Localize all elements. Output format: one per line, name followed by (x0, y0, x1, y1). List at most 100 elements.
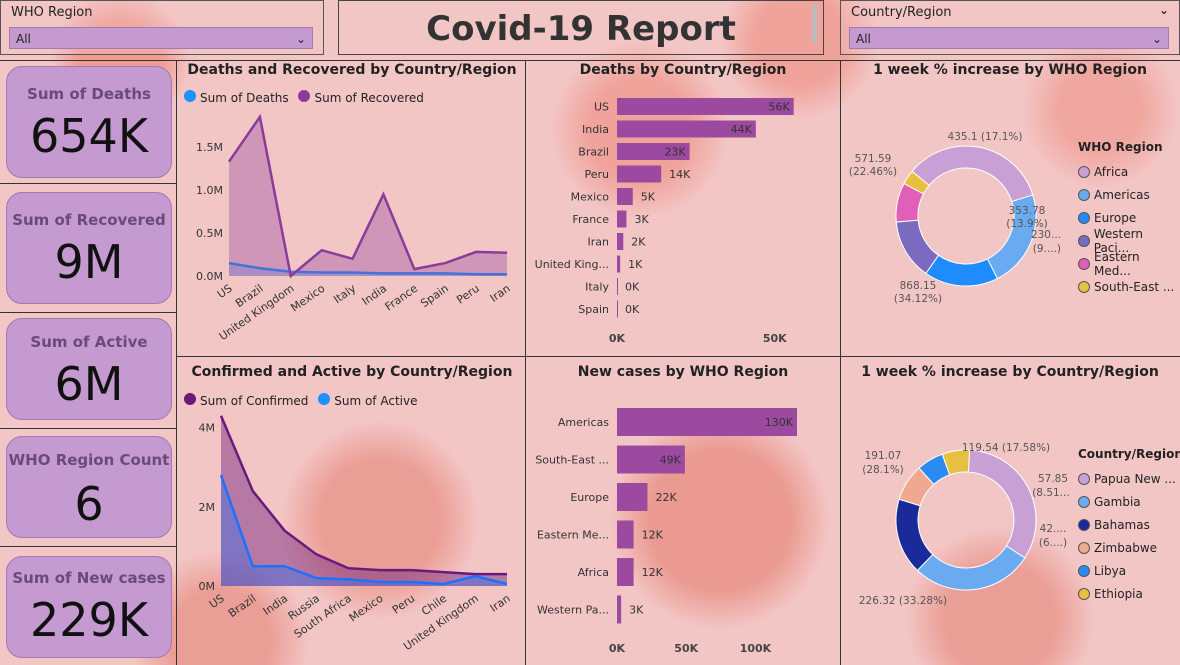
y-tick-label: 0M (199, 580, 216, 593)
data-label: 0K (625, 281, 640, 294)
y-tick-label: 0.0M (196, 270, 223, 283)
bar (617, 143, 690, 160)
bar (617, 595, 622, 624)
week-country-donut: 119.54 (17.58%) 57.85 (8.51...) 42.... (6...… (859, 442, 1071, 607)
legend-label: Papua New ... (1094, 471, 1176, 486)
x-tick-label: 50K (763, 332, 787, 345)
kpi-card-region-count: WHO Region Count 6 (6, 436, 172, 538)
data-label: 3K (629, 604, 644, 617)
y-category-label: India (582, 123, 609, 136)
x-tick-label: Peru (390, 592, 418, 617)
y-category-label: United King... (535, 258, 609, 271)
divider (0, 428, 176, 429)
who-region-slicer-label: WHO Region (11, 5, 93, 20)
week-region-donut: 435.1 (17.1%) 353.78(13.9%)230... (9....) 8… (849, 131, 1061, 305)
title-panel: Covid-19 Report (338, 0, 824, 55)
legend-label: Libya (1094, 563, 1127, 578)
kpi-value: 654K (30, 109, 148, 163)
data-label: 868.15 (900, 280, 937, 292)
data-label: 130K (765, 416, 794, 429)
legend-item: Western Paci... (1078, 227, 1180, 255)
kpi-value: 229K (30, 593, 148, 647)
legend-marker (184, 90, 196, 102)
legend-item: Sum of Active (334, 394, 418, 408)
legend-marker (1078, 165, 1090, 178)
y-category-label: Americas (558, 416, 609, 429)
series-area-0 (221, 415, 507, 586)
who-region-dropdown[interactable]: All ⌄ (9, 27, 313, 49)
y-tick-label: 1.5M (196, 141, 223, 154)
bar (617, 558, 634, 586)
legend-title: Country/Region (1078, 447, 1180, 461)
legend-item: Zimbabwe (1078, 536, 1180, 559)
data-label: 12K (642, 566, 664, 579)
series-area-1 (221, 475, 507, 586)
legend-label: Europe (1094, 210, 1137, 225)
divider (0, 312, 176, 313)
x-tick-label: Iran (488, 282, 513, 305)
donut-slice (967, 449, 1037, 559)
legend-label: Americas (1094, 187, 1150, 202)
legend-deaths-recovered: Sum of Deaths Sum of Recovered (184, 90, 424, 105)
data-label: 119.54 (17.58%) (962, 442, 1050, 454)
kpi-label: Sum of Active (30, 333, 148, 351)
y-tick-label: 1.0M (196, 184, 223, 197)
legend-label: Bahamas (1094, 517, 1150, 532)
chevron-down-icon[interactable]: ⌄ (1158, 3, 1169, 17)
y-category-label: Brazil (578, 146, 609, 159)
data-label: (9....) (1033, 243, 1061, 255)
y-tick-label: 2M (199, 501, 216, 514)
data-label: 44K (731, 123, 753, 136)
x-tick-label: US (207, 592, 227, 611)
divider (525, 60, 526, 665)
chart-title-week-country: 1 week % increase by Country/Region (861, 364, 1159, 380)
bar (617, 520, 634, 549)
kpi-label: WHO Region Count (8, 451, 170, 469)
x-tick-label: Iran (488, 592, 513, 615)
y-category-label: Mexico (571, 191, 610, 204)
data-label: 2K (631, 236, 646, 249)
data-label: 1K (628, 258, 643, 271)
x-tick-label: France (383, 282, 421, 314)
x-tick-label: Mexico (347, 592, 386, 625)
scrollbar[interactable] (812, 5, 817, 43)
country-region-dropdown[interactable]: All ⌄ (849, 27, 1169, 49)
data-label: 14K (669, 168, 691, 181)
bar (617, 165, 662, 183)
country-region-slicer-label: Country/Region (851, 5, 952, 20)
chart-title-deaths-recovered: Deaths and Recovered by Country/Region (187, 62, 517, 78)
kpi-value: 9M (54, 235, 124, 289)
series-line-0 (228, 261, 507, 276)
bar (617, 210, 627, 228)
legend-marker (318, 393, 331, 405)
legend-marker (1078, 472, 1090, 485)
country-region-slicer: Country/Region ⌄ All ⌄ (840, 0, 1180, 55)
bar (617, 300, 618, 318)
deaths-by-country-chart: US 56K India 44K Brazil 23K Peru 14K Mexico 5K Fra… (535, 98, 794, 345)
legend-label: Ethiopia (1094, 586, 1143, 601)
bar (617, 445, 685, 474)
y-category-label: Africa (578, 566, 609, 579)
legend-label: Gambia (1094, 494, 1141, 509)
data-label: 3K (634, 213, 649, 226)
bar (617, 255, 621, 273)
divider (0, 183, 176, 184)
legend-item: Gambia (1078, 490, 1180, 513)
data-label: 42.... (1040, 523, 1067, 535)
legend-item: South-East ... (1078, 275, 1180, 298)
data-label: 22K (655, 491, 677, 504)
country-region-dropdown-value: All (856, 32, 871, 46)
data-label: 435.1 (17.1%) (948, 131, 1023, 143)
chevron-down-icon: ⌄ (295, 32, 306, 46)
legend-label: Zimbabwe (1094, 540, 1158, 555)
chart-title-deaths-by-country: Deaths by Country/Region (579, 62, 787, 78)
legend-label: Africa (1094, 164, 1129, 179)
kpi-label: Sum of New cases (12, 569, 166, 587)
legend-marker (1078, 211, 1090, 224)
legend-marker (1078, 188, 1090, 201)
data-label: 12K (642, 529, 664, 542)
donut-slice (911, 145, 1034, 203)
bar (617, 120, 756, 138)
legend-label: South-East ... (1094, 279, 1175, 294)
